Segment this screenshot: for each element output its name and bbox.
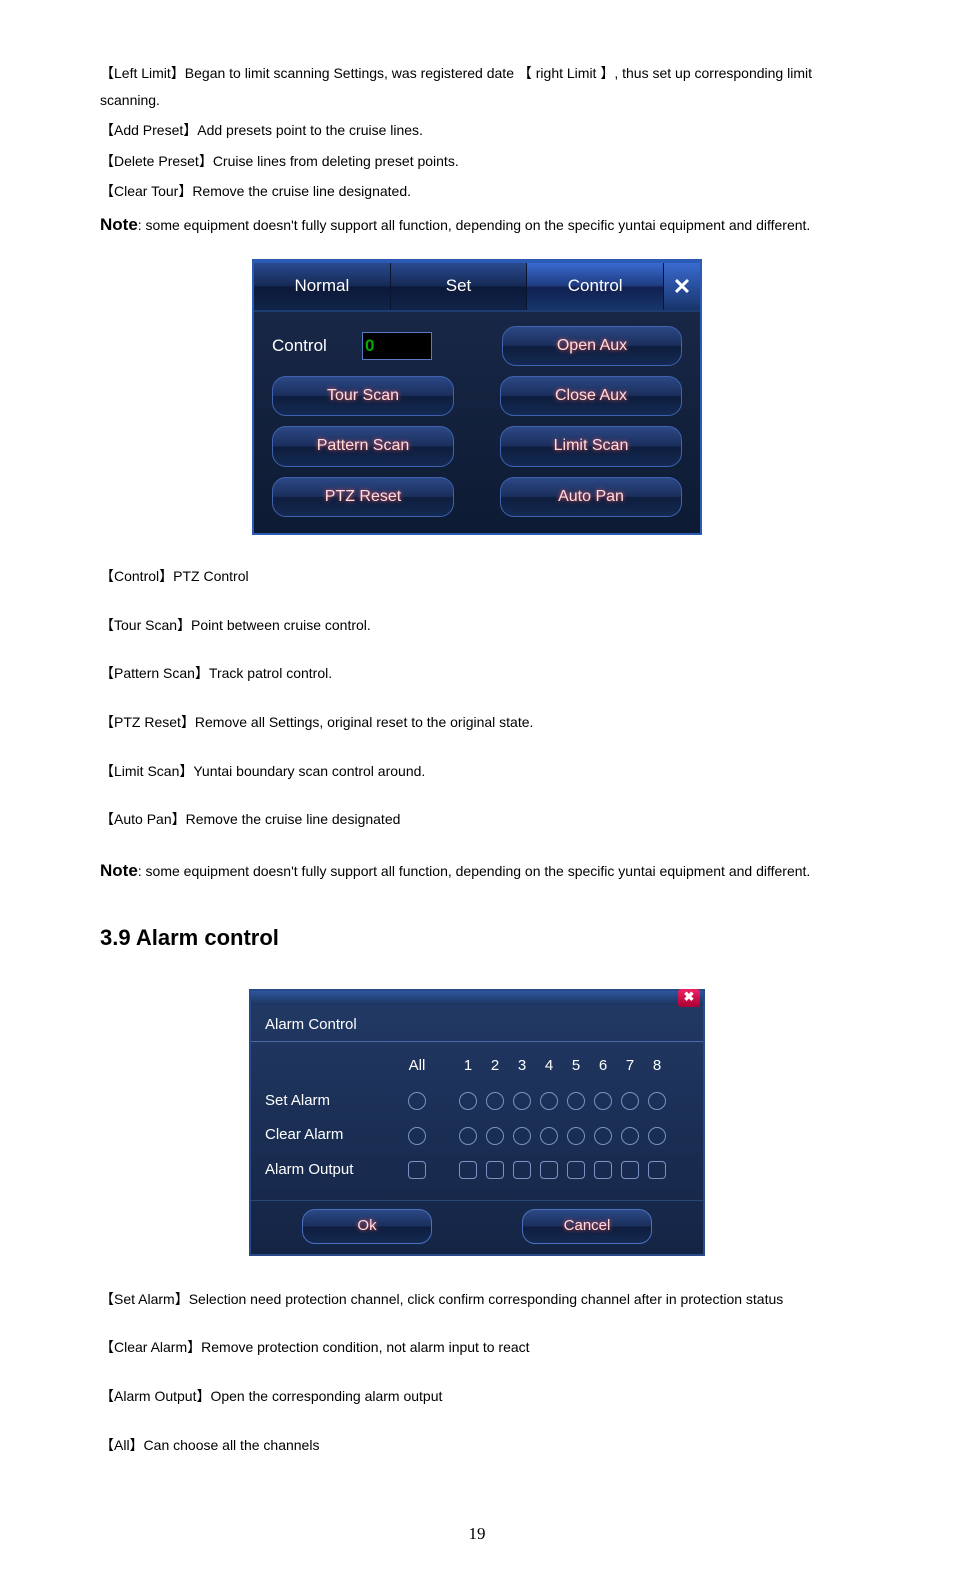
- limit-scan-button[interactable]: Limit Scan: [500, 426, 682, 466]
- radio-clear-7[interactable]: [621, 1127, 639, 1145]
- text-clear-tour: 【Clear Tour】Remove the cruise line desig…: [100, 178, 854, 205]
- radio-set-4[interactable]: [540, 1092, 558, 1110]
- radio-set-2[interactable]: [486, 1092, 504, 1110]
- section-title: 3.9 Alarm control: [100, 917, 854, 959]
- col-4: 4: [540, 1052, 558, 1081]
- alarm-titlebar: ✖: [251, 991, 703, 1005]
- radio-clear-all[interactable]: [408, 1127, 426, 1145]
- row-set-alarm: Set Alarm: [265, 1087, 689, 1116]
- cancel-button[interactable]: Cancel: [522, 1209, 652, 1244]
- ptz-reset-button[interactable]: PTZ Reset: [272, 477, 454, 517]
- col-all: All: [395, 1052, 439, 1081]
- pattern-scan-button[interactable]: Pattern Scan: [272, 426, 454, 466]
- text-clear-alarm: 【Clear Alarm】Remove protection condition…: [100, 1334, 854, 1361]
- radio-set-all[interactable]: [408, 1092, 426, 1110]
- text-add-preset: 【Add Preset】Add presets point to the cru…: [100, 117, 854, 144]
- auto-pan-button[interactable]: Auto Pan: [500, 477, 682, 517]
- check-output-1[interactable]: [459, 1161, 477, 1179]
- close-icon[interactable]: ✖: [678, 989, 700, 1007]
- check-output-5[interactable]: [567, 1161, 585, 1179]
- radio-clear-6[interactable]: [594, 1127, 612, 1145]
- control-label: Control: [272, 330, 352, 362]
- text-pattern-scan: 【Pattern Scan】Track patrol control.: [100, 660, 854, 687]
- col-7: 7: [621, 1052, 639, 1081]
- radio-clear-3[interactable]: [513, 1127, 531, 1145]
- col-8: 8: [648, 1052, 666, 1081]
- check-output-3[interactable]: [513, 1161, 531, 1179]
- note-label: Note: [100, 215, 138, 234]
- radio-set-8[interactable]: [648, 1092, 666, 1110]
- check-output-6[interactable]: [594, 1161, 612, 1179]
- note-1: Note: some equipment doesn't fully suppo…: [100, 209, 854, 241]
- radio-set-6[interactable]: [594, 1092, 612, 1110]
- row-clear-alarm: Clear Alarm: [265, 1121, 689, 1150]
- note-2: Note: some equipment doesn't fully suppo…: [100, 855, 854, 887]
- text-auto-pan: 【Auto Pan】Remove the cruise line designa…: [100, 806, 854, 833]
- radio-set-1[interactable]: [459, 1092, 477, 1110]
- ptz-tabs: Normal Set Control ✕: [254, 263, 700, 311]
- alarm-title: Alarm Control: [251, 1005, 703, 1042]
- alarm-control-dialog: ✖ Alarm Control All 1 2 3 4 5 6 7 8 Set …: [249, 989, 705, 1256]
- text-control: 【Control】PTZ Control: [100, 563, 854, 590]
- text-delete-preset: 【Delete Preset】Cruise lines from deletin…: [100, 148, 854, 175]
- check-output-7[interactable]: [621, 1161, 639, 1179]
- radio-clear-1[interactable]: [459, 1127, 477, 1145]
- ok-button[interactable]: Ok: [302, 1209, 432, 1244]
- label-clear-alarm: Clear Alarm: [265, 1121, 395, 1150]
- tab-control[interactable]: Control: [527, 263, 664, 309]
- col-1: 1: [459, 1052, 477, 1081]
- check-output-2[interactable]: [486, 1161, 504, 1179]
- control-input[interactable]: [362, 332, 432, 360]
- radio-clear-2[interactable]: [486, 1127, 504, 1145]
- text-set-alarm: 【Set Alarm】Selection need protection cha…: [100, 1286, 854, 1313]
- close-icon[interactable]: ✕: [664, 263, 700, 309]
- note-label-2: Note: [100, 861, 138, 880]
- tour-scan-button[interactable]: Tour Scan: [272, 376, 454, 416]
- label-alarm-output: Alarm Output: [265, 1156, 395, 1185]
- col-2: 2: [486, 1052, 504, 1081]
- col-3: 3: [513, 1052, 531, 1081]
- radio-set-7[interactable]: [621, 1092, 639, 1110]
- label-set-alarm: Set Alarm: [265, 1087, 395, 1116]
- radio-clear-4[interactable]: [540, 1127, 558, 1145]
- alarm-header-row: All 1 2 3 4 5 6 7 8: [265, 1052, 689, 1081]
- text-alarm-output: 【Alarm Output】Open the corresponding ala…: [100, 1383, 854, 1410]
- text-ptz-reset: 【PTZ Reset】Remove all Settings, original…: [100, 709, 854, 736]
- open-aux-button[interactable]: Open Aux: [502, 326, 682, 366]
- check-output-all[interactable]: [408, 1161, 426, 1179]
- tab-set[interactable]: Set: [391, 263, 528, 309]
- check-output-4[interactable]: [540, 1161, 558, 1179]
- text-limit-scan: 【Limit Scan】Yuntai boundary scan control…: [100, 758, 854, 785]
- radio-clear-8[interactable]: [648, 1127, 666, 1145]
- col-6: 6: [594, 1052, 612, 1081]
- col-5: 5: [567, 1052, 585, 1081]
- check-output-8[interactable]: [648, 1161, 666, 1179]
- text-left-limit: 【Left Limit】Began to limit scanning Sett…: [100, 60, 854, 113]
- col-numbers: 1 2 3 4 5 6 7 8: [459, 1052, 666, 1081]
- page-number: 19: [100, 1518, 854, 1550]
- ptz-control-panel: Normal Set Control ✕ Control Open Aux To…: [252, 259, 702, 535]
- radio-set-5[interactable]: [567, 1092, 585, 1110]
- row-alarm-output: Alarm Output: [265, 1156, 689, 1185]
- close-aux-button[interactable]: Close Aux: [500, 376, 682, 416]
- divider: [251, 1041, 703, 1042]
- tab-normal[interactable]: Normal: [254, 263, 391, 309]
- radio-set-3[interactable]: [513, 1092, 531, 1110]
- note-1-text: : some equipment doesn't fully support a…: [138, 217, 811, 233]
- note-2-text: : some equipment doesn't fully support a…: [138, 863, 811, 879]
- text-tour-scan: 【Tour Scan】Point between cruise control.: [100, 612, 854, 639]
- radio-clear-5[interactable]: [567, 1127, 585, 1145]
- text-all: 【All】Can choose all the channels: [100, 1432, 854, 1459]
